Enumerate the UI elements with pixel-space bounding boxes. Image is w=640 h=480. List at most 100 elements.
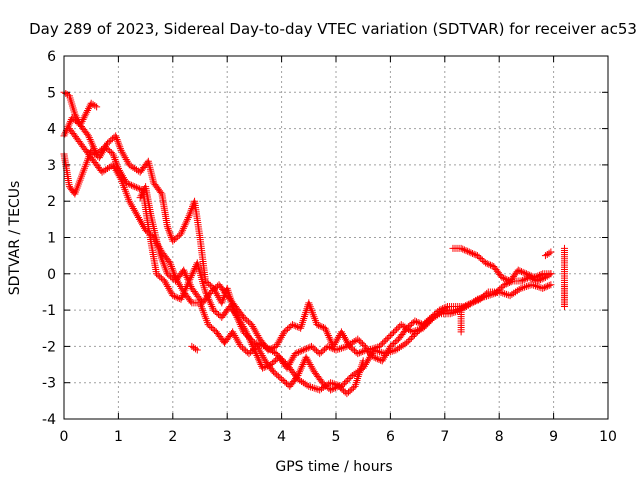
data-point	[121, 154, 129, 162]
data-point	[179, 226, 187, 234]
data-point	[516, 267, 524, 275]
data-point	[114, 139, 122, 147]
data-point	[230, 330, 238, 338]
data-point	[79, 116, 87, 124]
data-point	[316, 322, 324, 330]
y-tick-label: 6	[47, 49, 56, 65]
data-point	[504, 291, 512, 299]
data-point	[108, 135, 116, 143]
data-point	[269, 344, 277, 352]
data-point	[267, 345, 275, 353]
data-point	[308, 342, 316, 350]
data-point	[242, 347, 250, 355]
data-point	[383, 348, 391, 356]
data-point	[323, 328, 331, 336]
data-point	[255, 346, 263, 354]
data-point	[336, 384, 344, 392]
data-point	[430, 310, 438, 318]
data-point	[128, 203, 136, 211]
data-point	[497, 284, 505, 292]
data-point	[462, 247, 470, 255]
data-point	[483, 260, 491, 268]
data-point	[268, 359, 276, 367]
data-point	[342, 378, 350, 386]
x-tick-label: 2	[168, 429, 177, 445]
data-point	[312, 347, 320, 355]
data-point	[143, 228, 151, 236]
data-point	[424, 316, 432, 324]
data-point	[201, 277, 209, 285]
data-point	[109, 161, 117, 169]
data-point	[187, 206, 195, 214]
data-point	[384, 346, 392, 354]
data-point	[296, 347, 304, 355]
data-point	[282, 326, 290, 334]
data-point	[140, 223, 148, 231]
data-point	[325, 333, 333, 341]
data-point	[206, 322, 214, 330]
data-point	[528, 281, 536, 289]
data-point	[437, 305, 445, 313]
data-point	[84, 106, 92, 114]
data-point	[344, 376, 352, 384]
data-point	[403, 324, 411, 332]
data-point	[277, 333, 285, 341]
data-point	[179, 224, 187, 232]
data-point	[81, 112, 89, 120]
data-point	[135, 215, 143, 223]
data-point	[347, 344, 355, 352]
data-point	[365, 349, 373, 357]
data-point	[376, 348, 384, 356]
data-point	[113, 168, 121, 176]
data-point	[532, 273, 540, 281]
data-point	[62, 128, 70, 136]
y-tick-label: 4	[47, 122, 56, 138]
data-point	[139, 188, 147, 196]
data-point	[341, 379, 349, 387]
data-point	[84, 132, 92, 140]
data-point	[109, 150, 117, 158]
data-point	[535, 271, 543, 279]
data-point	[343, 390, 351, 398]
data-point	[522, 275, 530, 283]
data-point	[236, 321, 244, 329]
data-point	[519, 276, 527, 284]
data-point	[169, 292, 177, 300]
data-point	[274, 339, 282, 347]
data-point	[357, 348, 365, 356]
data-point	[165, 271, 173, 279]
data-point	[404, 337, 412, 345]
data-point	[207, 288, 215, 296]
data-point	[483, 289, 491, 297]
data-point	[85, 103, 93, 111]
data-point	[174, 233, 182, 241]
data-point	[208, 302, 216, 310]
data-point	[470, 298, 478, 306]
data-point	[191, 264, 199, 272]
data-point	[132, 183, 140, 191]
data-point	[413, 318, 421, 326]
data-point	[130, 206, 138, 214]
data-point	[298, 347, 306, 355]
data-point	[189, 268, 197, 276]
data-point	[464, 247, 472, 255]
data-point	[254, 344, 262, 352]
data-point	[68, 114, 76, 122]
data-point	[496, 285, 504, 293]
data-point	[133, 166, 141, 174]
data-point	[275, 337, 283, 345]
data-point	[152, 270, 160, 278]
data-point	[307, 362, 315, 370]
data-point	[254, 332, 262, 340]
data-point	[364, 347, 372, 355]
data-point	[161, 277, 169, 285]
data-point	[98, 168, 106, 176]
data-point	[373, 355, 381, 363]
data-point	[280, 328, 288, 336]
data-point	[386, 342, 394, 350]
data-point	[448, 309, 456, 317]
data-point	[274, 372, 282, 380]
data-point	[296, 368, 304, 376]
data-point	[178, 284, 186, 292]
data-point	[374, 347, 382, 355]
